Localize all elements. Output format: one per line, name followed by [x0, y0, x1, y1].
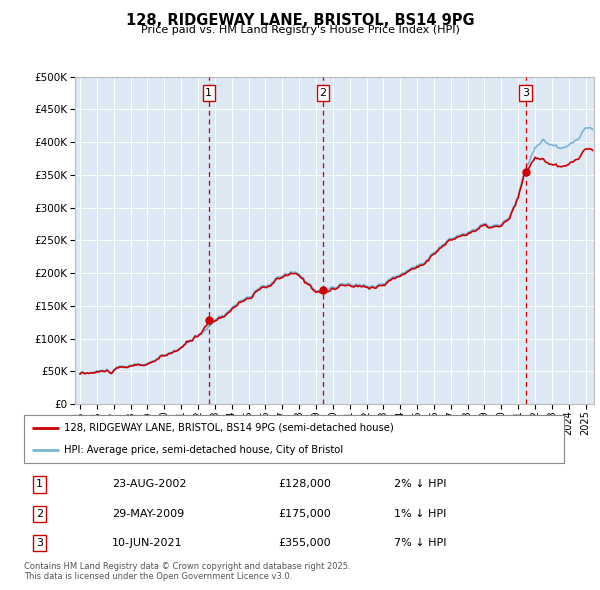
Text: 3: 3 [36, 538, 43, 548]
Text: HPI: Average price, semi-detached house, City of Bristol: HPI: Average price, semi-detached house,… [65, 445, 344, 455]
Text: 128, RIDGEWAY LANE, BRISTOL, BS14 9PG (semi-detached house): 128, RIDGEWAY LANE, BRISTOL, BS14 9PG (s… [65, 423, 394, 433]
Text: 3: 3 [522, 88, 529, 98]
Text: 128, RIDGEWAY LANE, BRISTOL, BS14 9PG: 128, RIDGEWAY LANE, BRISTOL, BS14 9PG [125, 13, 475, 28]
Text: 2: 2 [36, 509, 43, 519]
Text: £175,000: £175,000 [278, 509, 331, 519]
Text: 7% ↓ HPI: 7% ↓ HPI [394, 538, 446, 548]
Text: Price paid vs. HM Land Registry's House Price Index (HPI): Price paid vs. HM Land Registry's House … [140, 25, 460, 35]
FancyBboxPatch shape [24, 415, 564, 463]
Text: £355,000: £355,000 [278, 538, 331, 548]
Text: 2% ↓ HPI: 2% ↓ HPI [394, 480, 446, 489]
Text: 1: 1 [36, 480, 43, 489]
Text: 2: 2 [319, 88, 326, 98]
Text: Contains HM Land Registry data © Crown copyright and database right 2025.
This d: Contains HM Land Registry data © Crown c… [24, 562, 350, 581]
Text: 1: 1 [205, 88, 212, 98]
Text: 10-JUN-2021: 10-JUN-2021 [112, 538, 183, 548]
Text: £128,000: £128,000 [278, 480, 331, 489]
Text: 23-AUG-2002: 23-AUG-2002 [112, 480, 187, 489]
Text: 1% ↓ HPI: 1% ↓ HPI [394, 509, 446, 519]
Text: 29-MAY-2009: 29-MAY-2009 [112, 509, 185, 519]
